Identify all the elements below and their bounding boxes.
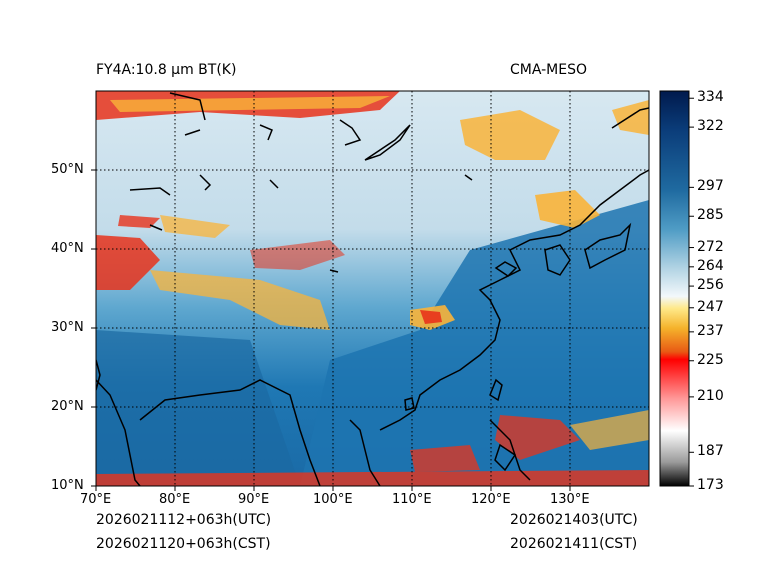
valid-time-cst: 2026021411(CST): [510, 536, 638, 552]
colorbar-tick-label: 210: [697, 387, 724, 404]
lon-label-110: 110°E: [392, 492, 432, 507]
colorbar-tick-label: 225: [697, 351, 724, 368]
lon-label-70: 70°E: [80, 492, 112, 507]
lon-label-80: 80°E: [159, 492, 191, 507]
valid-time-utc: 2026021403(UTC): [510, 512, 638, 528]
colorbar-tick-label: 272: [697, 238, 724, 255]
model-label: CMA-MESO: [510, 62, 588, 78]
colorbar-tick-label: 322: [697, 118, 724, 135]
lat-label-10: 10°N: [51, 478, 84, 493]
map-title: FY4A:10.8 µm BT(K): [96, 62, 237, 78]
graticule: [96, 91, 649, 486]
colorbar-tick-label: 334: [697, 89, 724, 106]
lon-label-130: 130°E: [550, 492, 590, 507]
colorbar-tick-label: 297: [697, 178, 724, 195]
lat-label-20: 20°N: [51, 399, 84, 414]
colorbar-tick-label: 285: [697, 207, 724, 224]
colorbar-ticks: [689, 97, 694, 487]
colorbar-tick-label: 264: [697, 257, 724, 274]
lat-label-30: 30°N: [51, 320, 84, 335]
colorbar-tick-label: 247: [697, 298, 724, 315]
axis-ticks: [91, 169, 571, 491]
colorbar-tick-label: 187: [697, 443, 724, 460]
colorbar-tick-label: 256: [697, 277, 724, 294]
init-time-utc: 2026021112+063h(UTC): [96, 512, 272, 528]
map-frame: [95, 90, 650, 487]
colorbar-tick-label: 237: [697, 322, 724, 339]
brightness-field: [96, 91, 649, 486]
colorbar-tick-label: 173: [697, 477, 724, 493]
colorbar: [659, 90, 690, 487]
lon-label-100: 100°E: [313, 492, 353, 507]
lon-label-120: 120°E: [471, 492, 511, 507]
coastlines: [96, 92, 649, 486]
lat-label-40: 40°N: [51, 241, 84, 256]
lon-label-90: 90°E: [238, 492, 270, 507]
lat-label-50: 50°N: [51, 162, 84, 177]
init-time-cst: 2026021120+063h(CST): [96, 536, 271, 552]
